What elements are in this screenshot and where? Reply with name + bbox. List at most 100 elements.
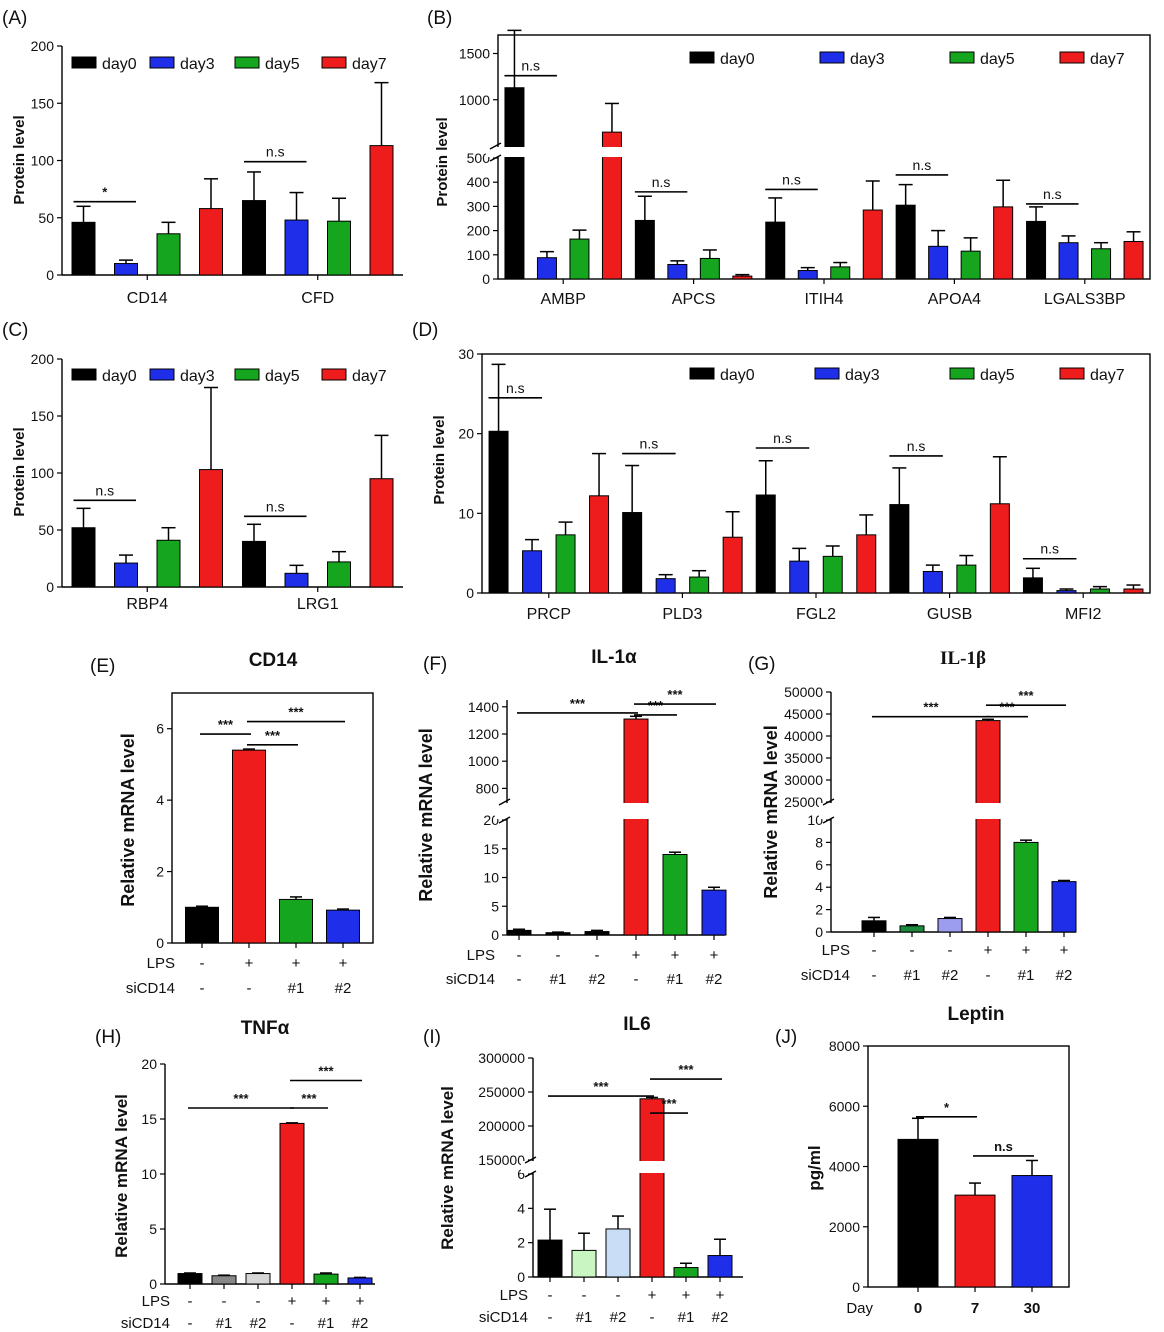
bar-2 [584, 931, 610, 936]
condition-value-sicd14: - [872, 967, 877, 984]
significance-label: n.s [907, 438, 926, 454]
significance-label: *** [661, 1096, 677, 1111]
legend-swatch-day5 [234, 368, 260, 381]
y-tick-label: 2000 [829, 1219, 860, 1235]
y-tick-label: 0 [482, 271, 490, 287]
bar-4 [662, 854, 688, 936]
x-category-label: CFD [301, 290, 334, 307]
chart-b: 0 100 200 300 400 500 1000 1500 AMBP APCS ITIH4 APO… [459, 29, 1151, 308]
legend-label-day7: day7 [352, 56, 387, 73]
significance-label: *** [667, 687, 683, 702]
condition-value-lps: + [984, 942, 993, 959]
y-tick-label: 30 [458, 346, 474, 362]
bar-day0-LGALS3BP [1026, 220, 1047, 280]
legend-swatch-day3 [149, 56, 175, 69]
y-tick-label: 8 [815, 834, 823, 850]
y-tick-label: 4 [156, 792, 164, 808]
y-tick-label: 50 [38, 210, 54, 226]
bar-day7-MFI2 [1123, 588, 1144, 594]
x-category-label: FGL2 [796, 606, 836, 623]
condition-value-sicd14: - [650, 1309, 655, 1326]
significance-label: n.s [95, 482, 114, 498]
y-tick-label: 20 [141, 1056, 157, 1072]
bar-day3-CD14 [114, 263, 138, 276]
y-tick-label: 100 [467, 247, 491, 263]
plot-frame [497, 34, 1151, 280]
condition-value-sicd14: #2 [1056, 967, 1073, 984]
bar-day3-AMBP [536, 257, 557, 280]
bar-day0-APOA4 [895, 204, 916, 280]
chart-j: 0 2000 4000 6000 8000 * n.s 0 7 30 Day [829, 1038, 1070, 1317]
panel-letter-j: (J) [775, 1027, 797, 1048]
x-category-label: 0 [914, 1300, 922, 1317]
condition-value-lps: + [632, 947, 641, 964]
condition-value-lps: - [188, 1293, 193, 1310]
bar-1 [211, 1275, 237, 1285]
significance-label: *** [288, 705, 304, 720]
condition-value-sicd14: #2 [942, 967, 959, 984]
legend-label-day3: day3 [180, 56, 215, 73]
bar-day7-CD14 [199, 208, 223, 276]
condition-value-sicd14: #1 [576, 1309, 593, 1326]
legend-swatch-day0 [71, 56, 97, 69]
chart-title-f: IL-1α [591, 647, 637, 668]
condition-value-sicd14: #2 [335, 980, 352, 997]
y-tick-label: 8000 [829, 1038, 860, 1054]
bar-break-gap [503, 147, 525, 157]
significance-label: *** [678, 1062, 694, 1077]
condition-label-lps: LPS [142, 1293, 170, 1310]
bar-day5-AMBP [569, 238, 590, 280]
y-tick-label: 6 [156, 721, 164, 737]
condition-value-sicd14: #1 [318, 1315, 335, 1332]
legend-label-day0: day0 [720, 367, 755, 384]
significance-label: * [944, 1100, 950, 1115]
condition-value-sicd14: #1 [1018, 967, 1035, 984]
significance-label: *** [999, 700, 1015, 715]
bar-2 [279, 898, 313, 944]
bar-4 [313, 1273, 339, 1285]
y-tick-label: 200 [31, 351, 55, 367]
condition-label-sicd14: siCD14 [479, 1309, 528, 1326]
plot-frame [171, 692, 374, 944]
bar-1 [545, 932, 571, 936]
bar-0 [506, 929, 532, 936]
significance-label: *** [301, 1091, 317, 1106]
bar-1 [954, 1194, 996, 1288]
significance-label: n.s [773, 430, 792, 446]
bar-2 [245, 1273, 271, 1285]
y-tick-label: 150 [31, 408, 55, 424]
y-tick-label: 2 [156, 864, 164, 880]
bar-1 [571, 1249, 597, 1278]
bar-break-gap [975, 803, 1001, 819]
y-tick-label: 200000 [478, 1118, 525, 1134]
bar-4 [1013, 841, 1039, 933]
bar-3 [326, 909, 360, 944]
y-tick-label: 50000 [784, 684, 823, 700]
legend-swatch-day7 [321, 368, 347, 381]
bar-day0-CD14 [71, 221, 96, 276]
significance-label: *** [265, 728, 281, 743]
axis-break-mark [489, 154, 502, 162]
y-tick-label: 0 [156, 935, 164, 951]
bar-day0-GUSB [889, 504, 910, 594]
condition-value-sicd14: #2 [706, 971, 723, 988]
bar-day0-RBP4 [71, 527, 96, 588]
bar-5 [347, 1277, 373, 1285]
bar-day3-FGL2 [789, 560, 810, 594]
significance-label: n.s [266, 144, 285, 160]
y-tick-label: 2 [517, 1235, 525, 1251]
bar-day7-FGL2 [856, 534, 877, 594]
bar-day3-MFI2 [1056, 590, 1077, 594]
panel-letter-h: (H) [95, 1027, 121, 1048]
chart-title-j: Leptin [948, 1004, 1005, 1025]
y-tick-label: 150 [31, 95, 55, 111]
condition-value-lps: + [648, 1287, 657, 1304]
bar-day0-APCS [634, 219, 655, 280]
bar-day0-AMBP [504, 87, 525, 280]
axis-break-mark [524, 1156, 537, 1164]
chart-title-h: TNFα [241, 1018, 290, 1039]
legend-label-day3: day3 [845, 367, 880, 384]
condition-value-lps: + [292, 955, 301, 972]
significance-label: *** [570, 696, 586, 711]
